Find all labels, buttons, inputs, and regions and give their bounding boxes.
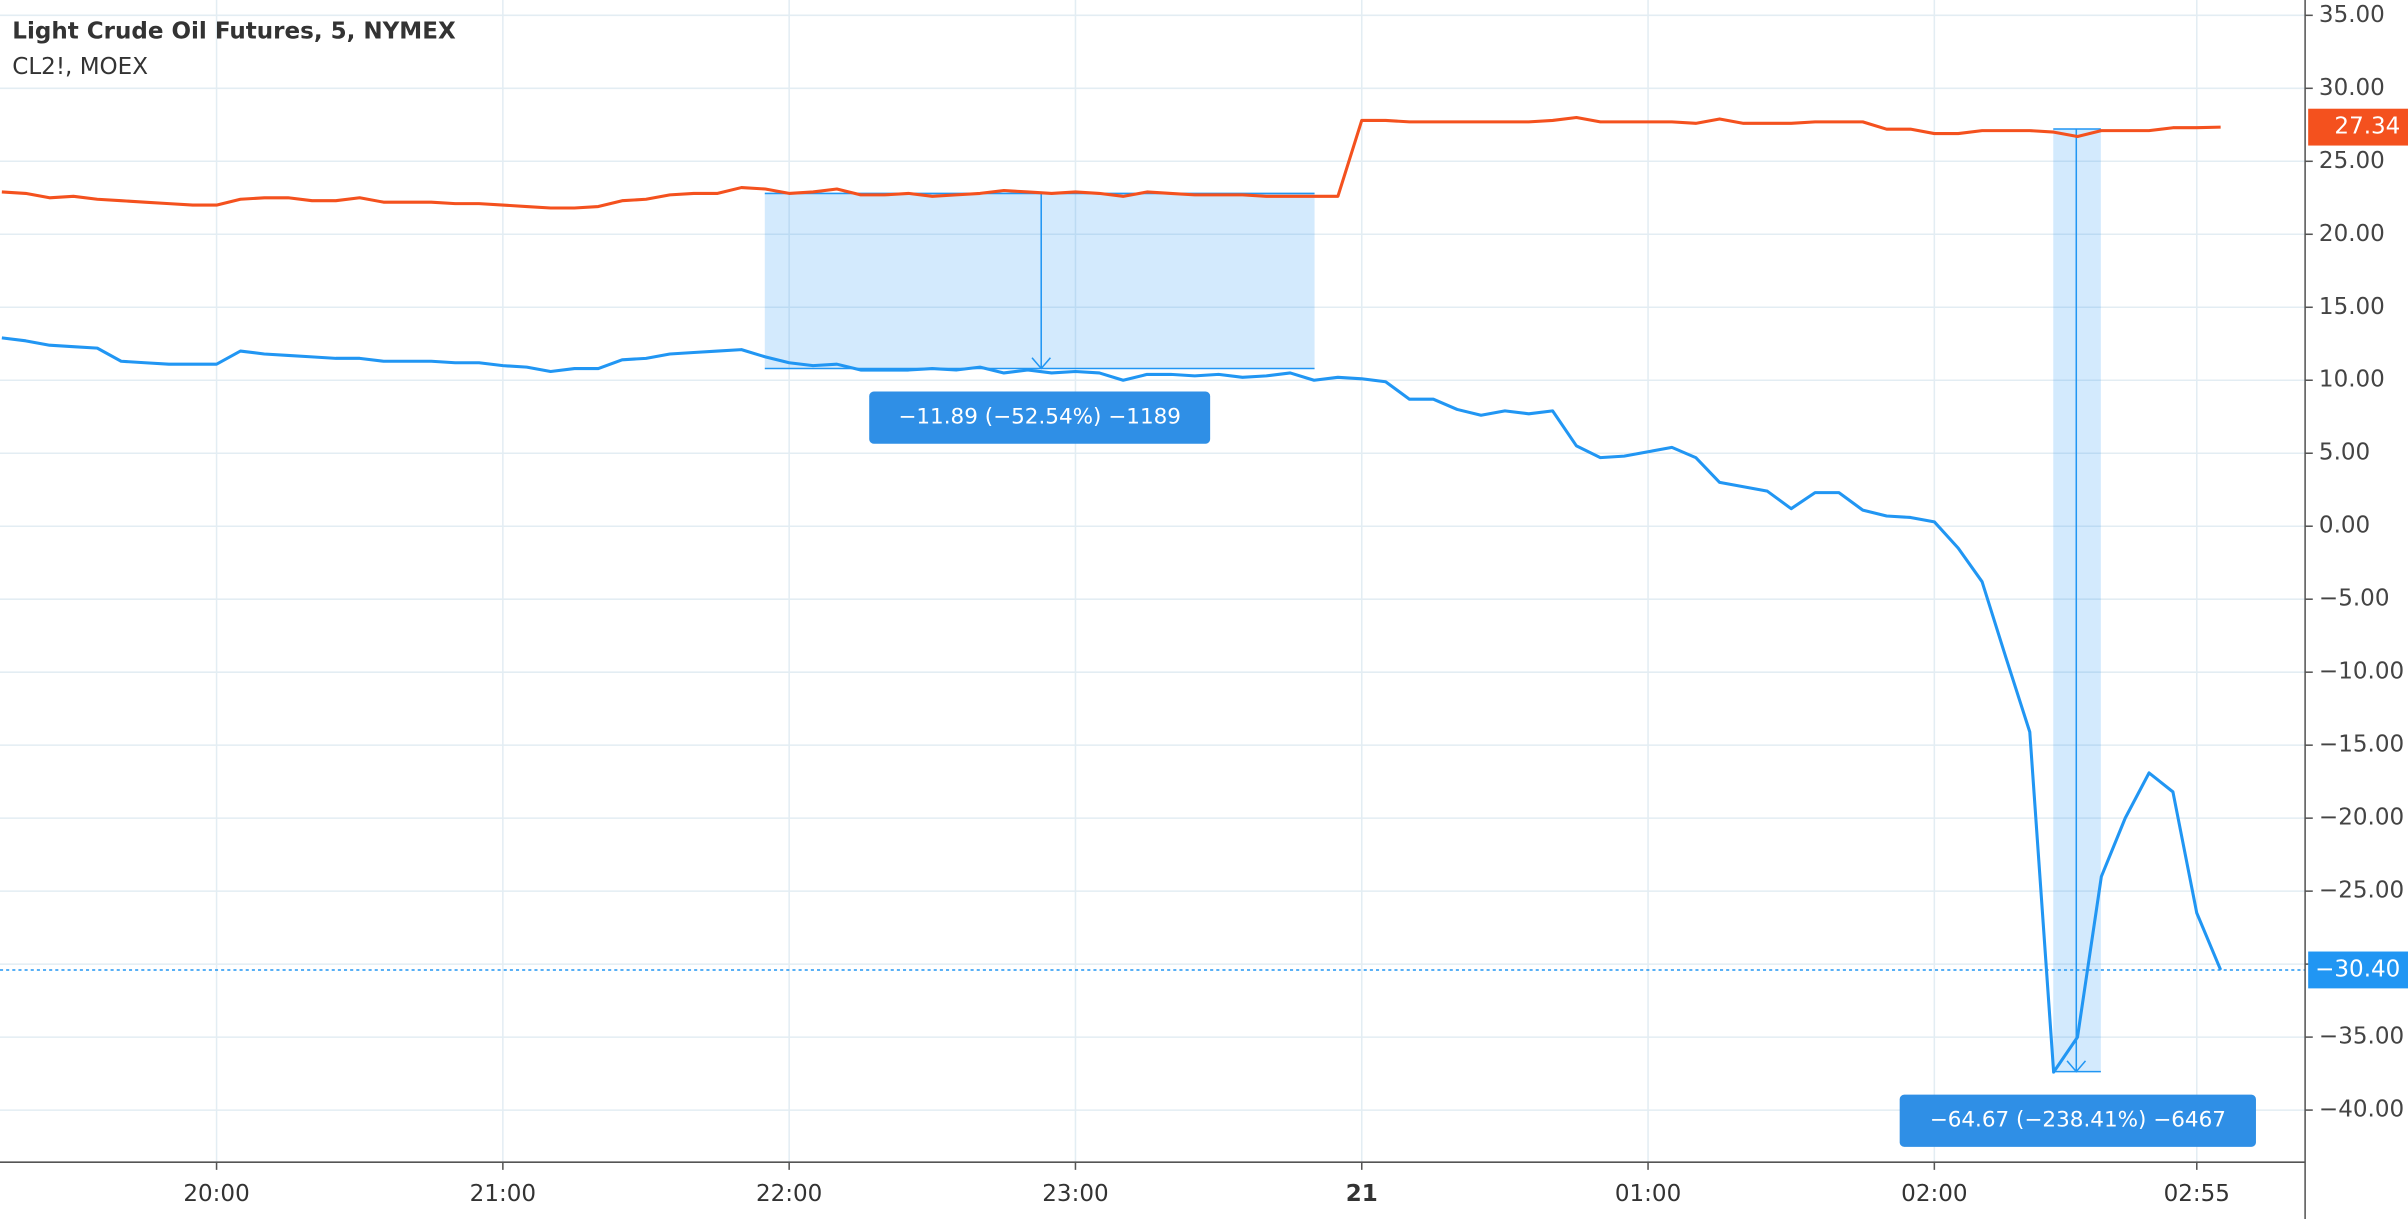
measure-arrowhead <box>1031 357 1052 370</box>
x-tick-label: 21:00 <box>470 1181 536 1207</box>
y-tick-label: −40.00 <box>2319 1097 2404 1123</box>
axes: 35.00 30.00 25.00 20.00 15.00 10.00 5.00 0.00 −5… <box>183 2 2408 1207</box>
last-price-badge <box>2308 108 2408 146</box>
grid <box>0 0 2306 1163</box>
last-price-badge <box>2308 951 2408 989</box>
measure-box <box>764 193 1315 369</box>
y-tick-label: 30.00 <box>2319 75 2385 101</box>
measure-label-box <box>1899 1094 2256 1147</box>
measure-arrowhead <box>2066 1060 2087 1073</box>
measure-box <box>2053 128 2101 1072</box>
x-tick-label: 01:00 <box>1615 1181 1681 1207</box>
y-tick-label: 25.00 <box>2319 148 2385 174</box>
measure-tools <box>764 128 2101 1073</box>
y-tick-label: −35.00 <box>2319 1024 2404 1050</box>
y-tick-label: 35.00 <box>2319 2 2385 28</box>
x-tick-label: 22:00 <box>756 1181 822 1207</box>
measure-label: −64.67 (−238.41%) −6467 <box>1930 1108 2226 1133</box>
y-tick-label: −10.00 <box>2319 659 2404 685</box>
measure-labels: −11.89 (−52.54%) −1189 −64.67 (−238.41%)… <box>869 391 2256 1147</box>
last-price-label: −30.40 <box>2315 956 2400 982</box>
x-tick-label: 21 <box>1346 1181 1378 1207</box>
y-tick-label: −5.00 <box>2319 586 2390 612</box>
y-tick-label: 5.00 <box>2319 440 2370 466</box>
measure-label: −11.89 (−52.54%) −1189 <box>898 405 1181 430</box>
y-tick-label: −25.00 <box>2319 878 2404 904</box>
measure-label-box <box>869 391 1211 444</box>
y-tick-label: 0.00 <box>2319 513 2370 539</box>
y-tick-label: 10.00 <box>2319 367 2385 393</box>
x-tick-label: 02:00 <box>1901 1181 1967 1207</box>
x-tick-label: 23:00 <box>1042 1181 1108 1207</box>
y-tick-label: 20.00 <box>2319 221 2385 247</box>
legend-entry: CL2!, MOEX <box>12 54 148 80</box>
series-line <box>1 336 2223 1074</box>
series-line <box>1 115 2221 210</box>
last-price-label: 27.34 <box>2334 114 2400 140</box>
legend-entry: Light Crude Oil Futures, 5, NYMEX <box>12 19 456 45</box>
y-tick-label: −20.00 <box>2319 805 2404 831</box>
y-tick-label: −15.00 <box>2319 732 2404 758</box>
x-tick-label: 20:00 <box>183 1181 249 1207</box>
y-tick-label: 15.00 <box>2319 294 2385 320</box>
x-tick-label: 02:55 <box>2164 1181 2230 1207</box>
plot <box>0 115 2306 1074</box>
